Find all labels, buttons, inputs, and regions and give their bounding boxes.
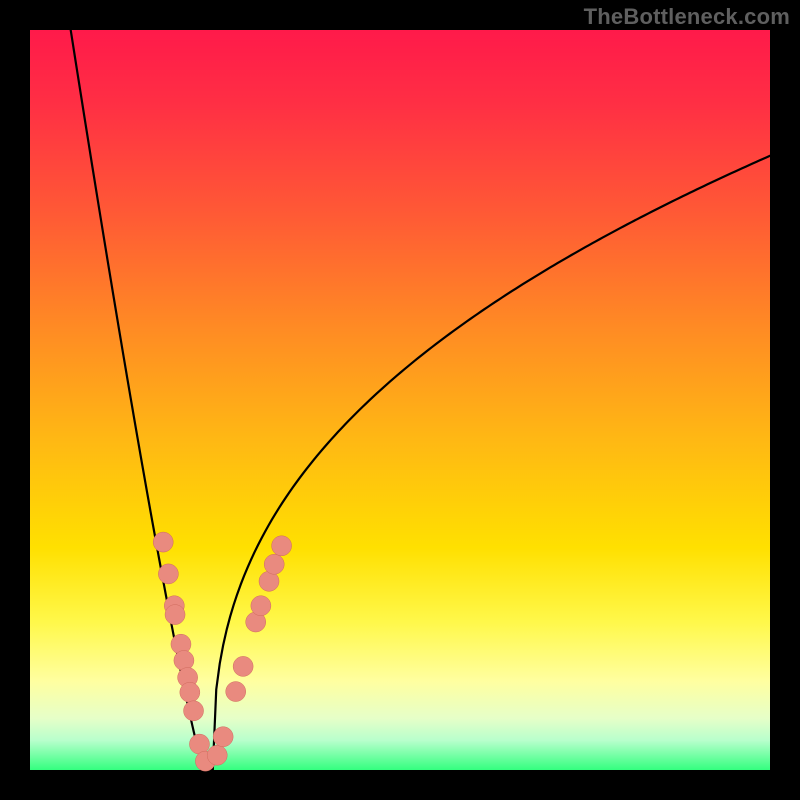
watermark-text: TheBottleneck.com [584,4,790,30]
data-point [180,682,200,702]
data-point [174,650,194,670]
chart-root: { "watermark": { "text": "TheBottleneck.… [0,0,800,800]
data-point [264,554,284,574]
data-point [158,564,178,584]
data-point [184,701,204,721]
plot-background [30,30,770,770]
data-point [213,727,233,747]
data-point [251,596,271,616]
data-point [165,605,185,625]
data-point [233,656,253,676]
data-point [226,682,246,702]
data-point [207,745,227,765]
chart-svg [0,0,800,800]
data-point [272,536,292,556]
data-point [153,532,173,552]
